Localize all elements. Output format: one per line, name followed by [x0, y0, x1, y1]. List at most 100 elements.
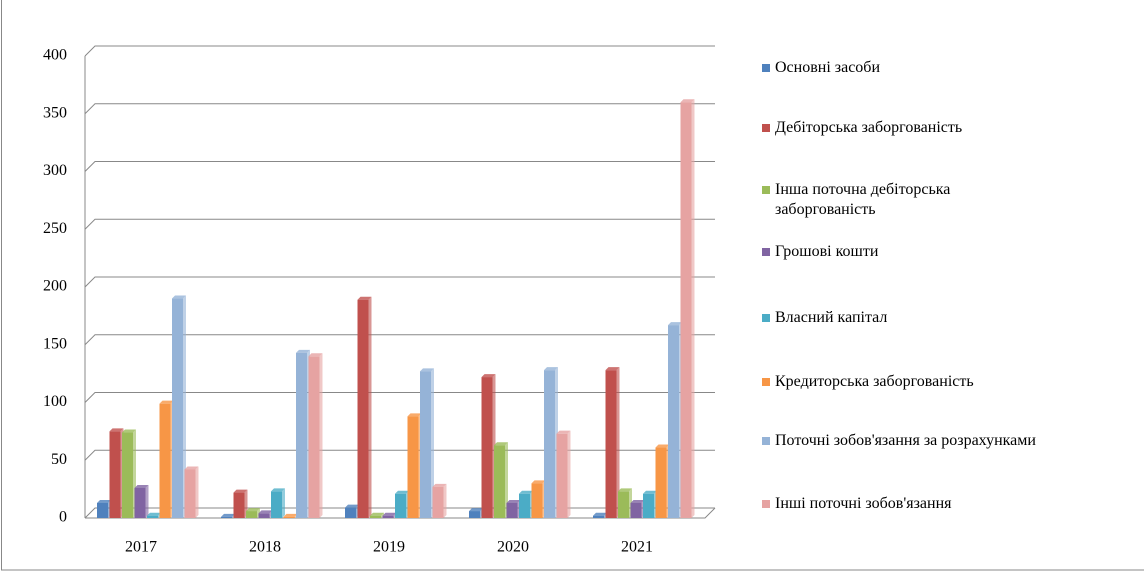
legend-item: Дебіторська заборгованість	[762, 118, 962, 138]
bar	[382, 515, 394, 518]
bar-top	[159, 400, 174, 404]
bar-side	[691, 99, 695, 518]
bar	[630, 502, 642, 518]
bar	[345, 507, 356, 518]
grid-line	[84, 45, 715, 57]
y-tick-label: 50	[51, 451, 67, 468]
legend-swatch	[762, 378, 770, 386]
bar-top	[395, 490, 409, 494]
bar-side	[282, 488, 285, 518]
bar-top	[494, 442, 508, 446]
y-tick-label: 100	[43, 393, 67, 410]
bar-top	[519, 490, 533, 494]
bar	[246, 511, 257, 518]
bar-top	[296, 349, 310, 353]
bar-side	[616, 367, 620, 518]
bar-top	[680, 99, 695, 103]
grid-line	[84, 334, 715, 346]
bar	[296, 352, 307, 518]
x-tick-label: 2019	[373, 539, 405, 556]
bar	[420, 371, 431, 518]
legend-item: Грошові кошти	[762, 242, 878, 262]
legend-item: Кредиторська заборгованість	[762, 372, 974, 392]
y-tick-label: 200	[43, 278, 67, 295]
bar-top	[233, 489, 248, 493]
y-tick-label: 400	[43, 47, 67, 64]
bar	[494, 445, 505, 518]
bar-top	[246, 508, 260, 512]
bar	[370, 515, 381, 518]
bar-top	[172, 295, 186, 299]
legend-swatch	[762, 314, 770, 322]
bar	[308, 356, 320, 518]
grid-line	[84, 161, 715, 172]
bar	[172, 298, 183, 518]
grid-line	[84, 449, 715, 461]
bar-side	[567, 430, 571, 518]
bar	[643, 493, 654, 518]
bar-top	[357, 296, 372, 300]
bar-top	[122, 429, 136, 433]
grid-line	[84, 392, 715, 403]
bar	[481, 377, 493, 518]
y-tick-label: 300	[43, 162, 67, 179]
bar-top	[544, 367, 558, 371]
bar-top	[382, 512, 397, 516]
grid-line	[84, 218, 715, 230]
bar-top	[432, 483, 447, 487]
bar-top	[97, 499, 111, 503]
bar-side	[381, 512, 384, 518]
bar-top	[283, 513, 298, 517]
bar-side	[145, 484, 149, 518]
bar	[258, 513, 270, 518]
legend-swatch	[762, 186, 770, 194]
bar-top	[134, 484, 149, 488]
grid-line	[84, 276, 715, 288]
bar-top	[668, 322, 682, 326]
bar-top	[308, 353, 323, 357]
bar-top	[556, 430, 571, 434]
legend-label: Грошові кошти	[775, 243, 879, 260]
bar	[109, 431, 121, 518]
bar-top	[643, 490, 657, 494]
bar-side	[443, 483, 447, 518]
bar-top	[407, 413, 422, 417]
legend-label: Поточні зобов'язання за розрахунками	[775, 432, 1036, 449]
bar-side	[183, 295, 186, 518]
bar	[432, 486, 444, 518]
bar	[407, 416, 419, 518]
bar	[519, 493, 530, 518]
y-tick-label: 0	[59, 509, 67, 526]
bar-top	[531, 480, 546, 484]
bar	[469, 511, 480, 518]
bar-top	[420, 368, 434, 372]
bar-top	[345, 504, 359, 508]
bar	[593, 515, 604, 518]
bar	[97, 502, 108, 518]
legend-label: Інші поточні зобов'язання	[775, 495, 952, 512]
legend-item: Основні засоби	[762, 58, 880, 78]
bar	[655, 447, 667, 518]
bar-top	[469, 508, 483, 512]
bar-side	[368, 296, 372, 518]
x-tick-label: 2018	[249, 539, 281, 556]
bar	[221, 516, 232, 518]
bar-side	[431, 368, 434, 518]
bar-top	[184, 466, 199, 470]
bar	[134, 487, 146, 518]
x-tick-label: 2017	[125, 539, 157, 556]
bar	[184, 469, 196, 518]
bar	[544, 370, 555, 518]
legend-label: Власний капітал	[775, 309, 888, 326]
bar-top	[147, 512, 161, 516]
bar-top	[221, 513, 235, 517]
legend-label: Дебіторська заборгованість	[775, 119, 963, 136]
bar-top	[593, 512, 607, 516]
bar	[159, 403, 171, 518]
y-tick-label: 150	[43, 335, 67, 352]
bar-top	[370, 512, 384, 516]
legend-item: Інша поточна дебіторська заборгованість	[762, 180, 1022, 220]
